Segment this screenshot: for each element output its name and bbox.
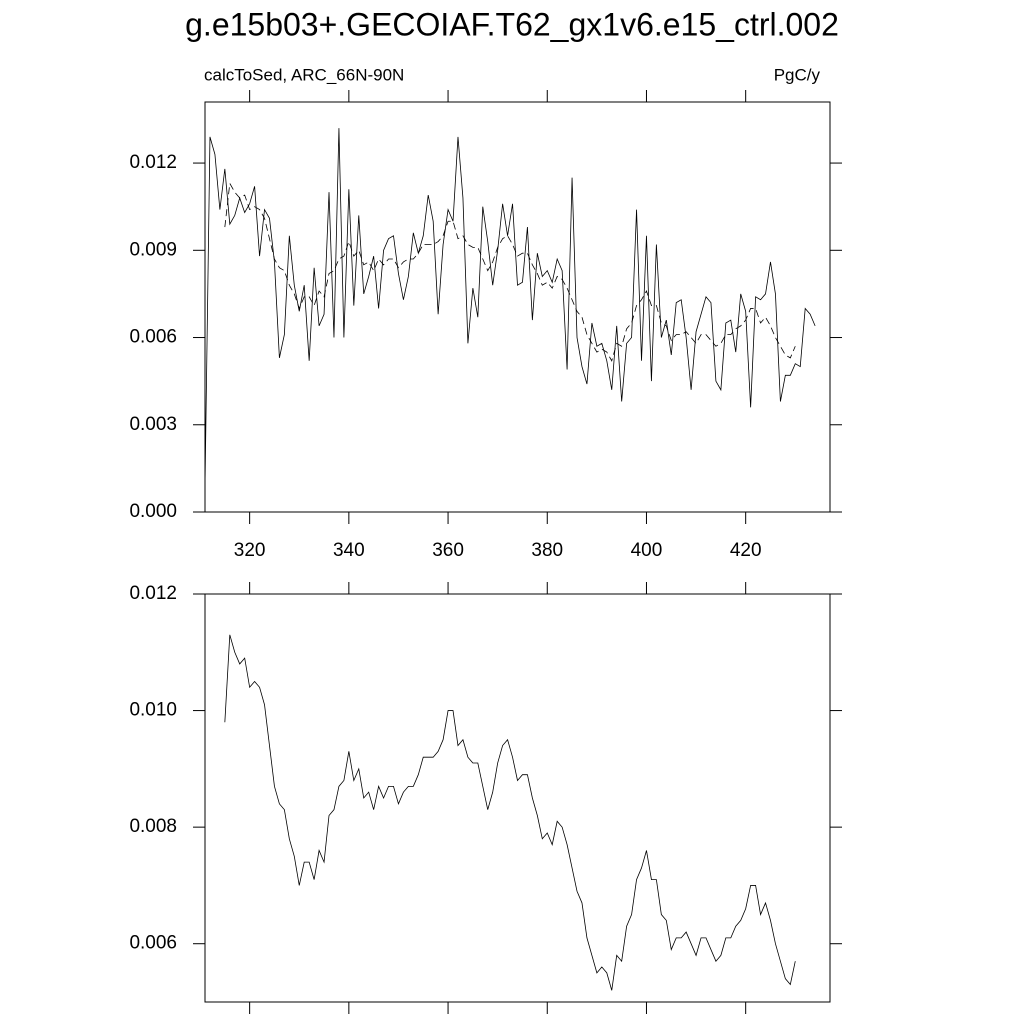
subtitle-right: PgC/y <box>774 65 821 84</box>
y-tick-label: 0.012 <box>129 583 177 604</box>
smoothed-line <box>224 182 796 362</box>
x-tick-label: 380 <box>531 540 563 561</box>
y-tick-label: 0.006 <box>129 327 177 348</box>
plot-frame <box>204 101 831 513</box>
x-tick-label: 420 <box>730 540 762 561</box>
x-tick-label: 360 <box>432 540 464 561</box>
y-tick-label: 0.009 <box>129 239 177 260</box>
x-tick-label: 340 <box>333 540 365 561</box>
subtitle-left: calcToSed, ARC_66N-90N <box>204 65 404 84</box>
y-tick-label: 0.012 <box>129 152 177 173</box>
y-tick-label: 0.006 <box>129 933 177 954</box>
page-title: g.e15b03+.GECOIAF.T62_gx1v6.e15_ctrl.002 <box>185 6 839 42</box>
y-tick-label: 0.008 <box>129 816 177 837</box>
plot-frame <box>204 593 831 1003</box>
y-tick-label: 0.010 <box>129 700 177 721</box>
x-tick-label: 400 <box>631 540 663 561</box>
data-line <box>204 128 816 486</box>
data-line <box>224 634 796 991</box>
x-tick-label: 320 <box>234 540 266 561</box>
y-tick-label: 0.000 <box>129 501 177 522</box>
y-tick-label: 0.003 <box>129 414 177 435</box>
